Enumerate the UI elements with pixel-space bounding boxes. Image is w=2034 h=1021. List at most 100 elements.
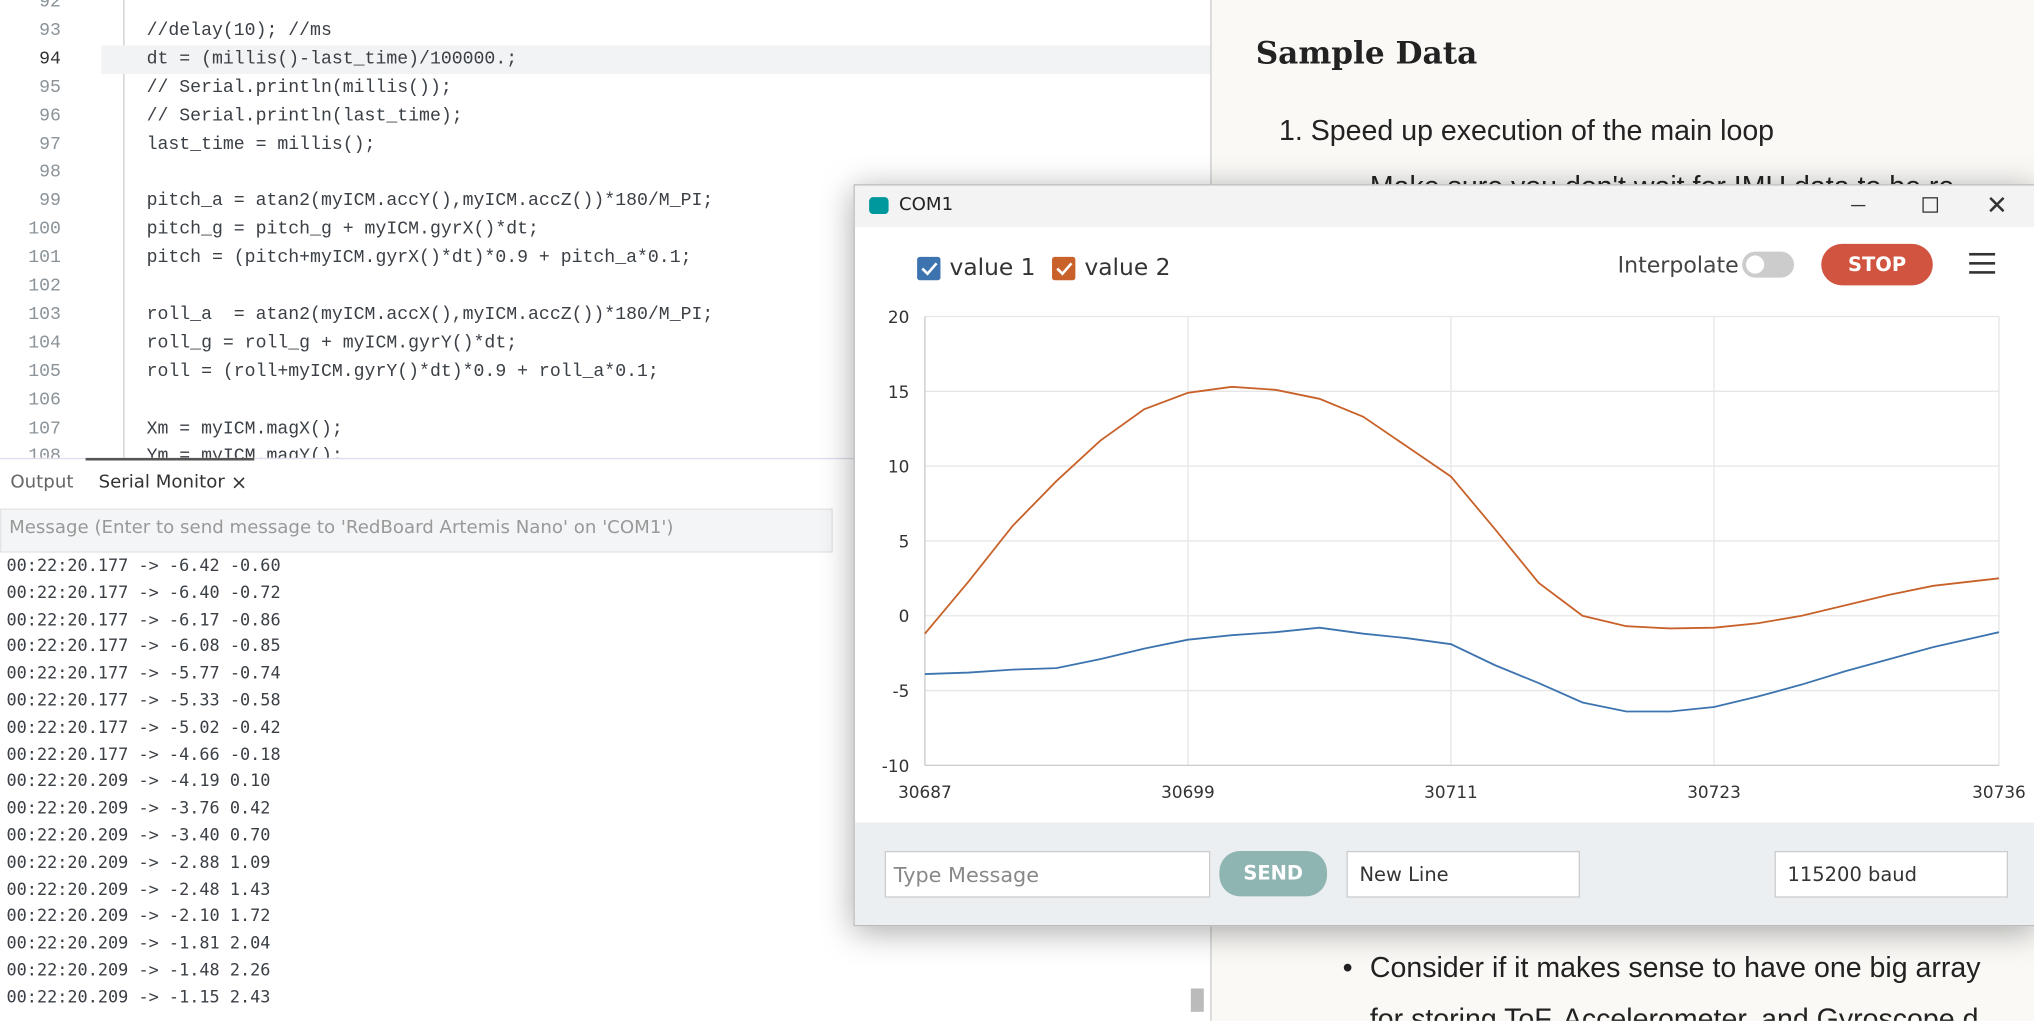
y-tick-label: -10 xyxy=(882,756,910,776)
log-line: 00:22:20.209 -> -1.15 2.43 xyxy=(6,988,271,1008)
legend-checkbox[interactable] xyxy=(1052,256,1076,281)
interpolate-label: Interpolate xyxy=(1617,252,1739,279)
code-line: pitch_g = pitch_g + myICM.gyrX()*dt; xyxy=(146,219,539,241)
plotter-window: ✕ -10 -5 0 5 10 15 20 30687 30699 30711 30723 30736… xyxy=(853,184,2034,927)
line-ending-select[interactable] xyxy=(1346,850,1580,898)
list-item: 1. Speed up execution of the main loop xyxy=(1279,114,1775,147)
log-line: 00:22:20.177 -> -6.42 -0.60 xyxy=(6,556,281,576)
input-placeholder: Message (Enter to send message to 'RedBo… xyxy=(9,517,674,539)
log-line: 00:22:20.177 -> -4.66 -0.18 xyxy=(6,745,281,765)
toggle-knob xyxy=(1746,255,1765,274)
minimize-button[interactable] xyxy=(1851,204,1866,207)
line-number: 103 xyxy=(28,304,61,326)
y-tick-label: 10 xyxy=(888,457,909,477)
log-line: 00:22:20.177 -> -6.17 -0.86 xyxy=(6,610,281,630)
legend-checkbox[interactable] xyxy=(917,256,941,281)
send-button[interactable]: SEND xyxy=(1219,850,1328,897)
log-line: 00:22:20.209 -> -4.19 0.10 xyxy=(6,772,271,792)
indent-guide xyxy=(123,0,125,458)
y-tick-label: -5 xyxy=(893,681,910,701)
menu-icon[interactable] xyxy=(1969,252,1996,256)
maximize-button[interactable] xyxy=(1922,197,1939,213)
line-number: 102 xyxy=(28,276,61,298)
x-tick-label: 30699 xyxy=(1161,782,1215,802)
current-line xyxy=(101,45,1211,74)
log-line: 00:22:20.209 -> -2.48 1.43 xyxy=(6,880,271,900)
series-line xyxy=(924,626,2000,713)
message-input[interactable] xyxy=(0,508,833,553)
line-number: 96 xyxy=(39,105,61,127)
code-line: // Serial.println(last_time); xyxy=(146,105,463,127)
plot: -10 -5 0 5 10 15 20 30687 30699 30711 30723 30736 va… xyxy=(882,253,2026,802)
y-tick-label: 5 xyxy=(899,531,910,551)
line-number: 106 xyxy=(28,389,61,411)
x-tick-label: 30687 xyxy=(898,782,952,802)
stop-button[interactable]: STOP xyxy=(1821,243,1933,286)
log-line: 00:22:20.177 -> -5.02 -0.42 xyxy=(6,718,281,738)
line-number: 100 xyxy=(28,219,61,241)
line-number: 99 xyxy=(39,191,61,212)
footer xyxy=(854,822,2034,925)
menu-icon[interactable] xyxy=(1969,271,1996,274)
line-number: 93 xyxy=(39,20,61,42)
code-line: roll = (roll+myICM.gyrY()*dt)*0.9 + roll… xyxy=(146,361,659,383)
tab[interactable]: Serial Monitor xyxy=(98,472,225,493)
x-tick-label: 30736 xyxy=(1972,782,2026,802)
log-line: 00:22:20.177 -> -6.40 -0.72 xyxy=(6,583,281,603)
log-line: 00:22:20.209 -> -2.10 1.72 xyxy=(6,907,271,927)
close-button[interactable]: ✕ xyxy=(1986,189,2008,221)
code-line: last_time = millis(); xyxy=(146,134,376,156)
log-line: 00:22:20.177 -> -5.77 -0.74 xyxy=(6,664,281,684)
log-line: 00:22:20.177 -> -5.33 -0.58 xyxy=(6,691,281,711)
log-line: 00:22:20.209 -> -3.40 0.70 xyxy=(6,826,271,846)
bullet-dot: • xyxy=(1342,950,1353,984)
message-placeholder: Type Message xyxy=(893,862,1040,888)
message-box[interactable] xyxy=(884,850,1211,898)
log-line: 00:22:20.177 -> -6.08 -0.85 xyxy=(6,637,281,657)
y-tick-label: 20 xyxy=(888,307,909,327)
scrollbar[interactable] xyxy=(1190,988,1204,1012)
line-number: 95 xyxy=(39,77,61,99)
bullet-cont: for storing ToF, Accelerometer, and Gyro… xyxy=(1369,1002,1979,1021)
series-line xyxy=(924,385,2000,635)
line-number: 101 xyxy=(28,247,61,269)
code-line: //delay(10); //ms xyxy=(146,20,332,42)
x-tick-label: 30711 xyxy=(1424,782,1478,802)
y-tick-label: 0 xyxy=(899,606,910,626)
line-number: 108 xyxy=(28,446,61,458)
code-line: Ym = myICM.magY(); xyxy=(146,446,343,458)
line-number: 107 xyxy=(28,418,61,440)
line-number: 105 xyxy=(28,361,61,383)
log-line: 00:22:20.209 -> -2.88 1.09 xyxy=(6,853,271,873)
legend-label: value 1 xyxy=(950,253,1036,281)
app-icon xyxy=(869,197,889,215)
check-mark xyxy=(1056,262,1073,276)
tab-underline xyxy=(85,457,255,461)
line-number: 98 xyxy=(39,162,61,184)
log-line: 00:22:20.209 -> -3.76 0.42 xyxy=(6,799,271,819)
line-number: 92 xyxy=(39,0,61,13)
line-number: 94 xyxy=(39,49,61,70)
bullet: Consider if it makes sense to have one b… xyxy=(1369,950,1981,984)
tab-close[interactable]: × xyxy=(230,470,248,495)
window-title: COM1 xyxy=(898,194,954,216)
code-line: dt = (millis()-last_time)/100000.; xyxy=(146,49,518,70)
y-tick-label: 15 xyxy=(888,382,909,402)
tab[interactable]: Output xyxy=(10,472,74,493)
menu-icon[interactable] xyxy=(1969,262,1996,265)
code-line: // Serial.println(millis()); xyxy=(146,77,452,99)
baud-select[interactable] xyxy=(1774,850,2009,898)
code-line: roll_a = atan2(myICM.accX(),myICM.accZ()… xyxy=(146,304,714,326)
log-line: 00:22:20.209 -> -1.48 2.26 xyxy=(6,961,271,981)
x-tick-label: 30723 xyxy=(1687,782,1741,802)
line-ending: New Line xyxy=(1359,862,1449,886)
log-line: 00:22:20.209 -> -1.81 2.04 xyxy=(6,934,271,954)
legend-label: value 2 xyxy=(1084,253,1170,281)
code-line: pitch = (pitch+myICM.gyrX()*dt)*0.9 + pi… xyxy=(146,247,692,269)
line-number: 104 xyxy=(28,333,61,354)
code-line: pitch_a = atan2(myICM.accY(),myICM.accZ(… xyxy=(146,191,714,212)
code-line: roll_g = roll_g + myICM.gyrY()*dt; xyxy=(146,333,518,354)
code-line: Xm = myICM.magX(); xyxy=(146,418,343,440)
